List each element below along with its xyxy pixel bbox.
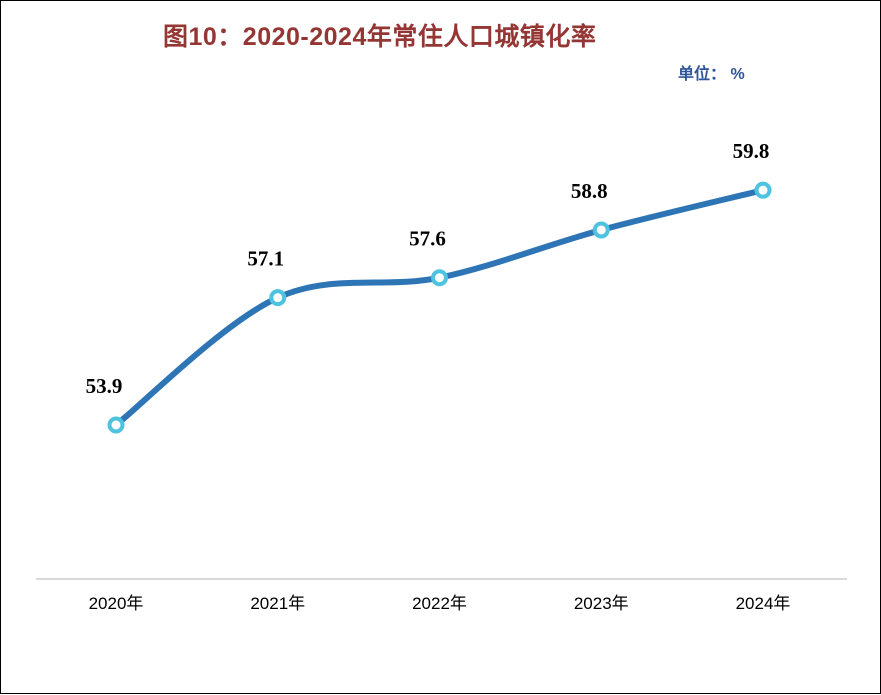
data-point-2024年 xyxy=(754,181,772,199)
x-tick-2024年: 2024年 xyxy=(736,594,791,613)
x-tick-2022年: 2022年 xyxy=(412,594,467,613)
data-point-2020年 xyxy=(107,416,125,434)
data-label-2020年: 53.9 xyxy=(86,374,123,398)
unit-label: 单位： % xyxy=(678,66,745,83)
data-label-2021年: 57.1 xyxy=(247,247,284,271)
data-point-2023年 xyxy=(592,221,610,239)
data-label-2022年: 57.6 xyxy=(409,227,446,251)
x-tick-2021年: 2021年 xyxy=(250,594,305,613)
x-tick-2020年: 2020年 xyxy=(89,594,144,613)
data-point-2021年 xyxy=(269,289,287,307)
data-point-2022年 xyxy=(431,269,448,287)
x-tick-2023年: 2023年 xyxy=(574,594,629,613)
chart-title: 图10：2020-2024年常住人口城镇化率 xyxy=(163,23,597,51)
series-line xyxy=(113,187,766,428)
data-label-2024年: 59.8 xyxy=(733,139,770,163)
data-label-2023年: 58.8 xyxy=(571,179,608,203)
